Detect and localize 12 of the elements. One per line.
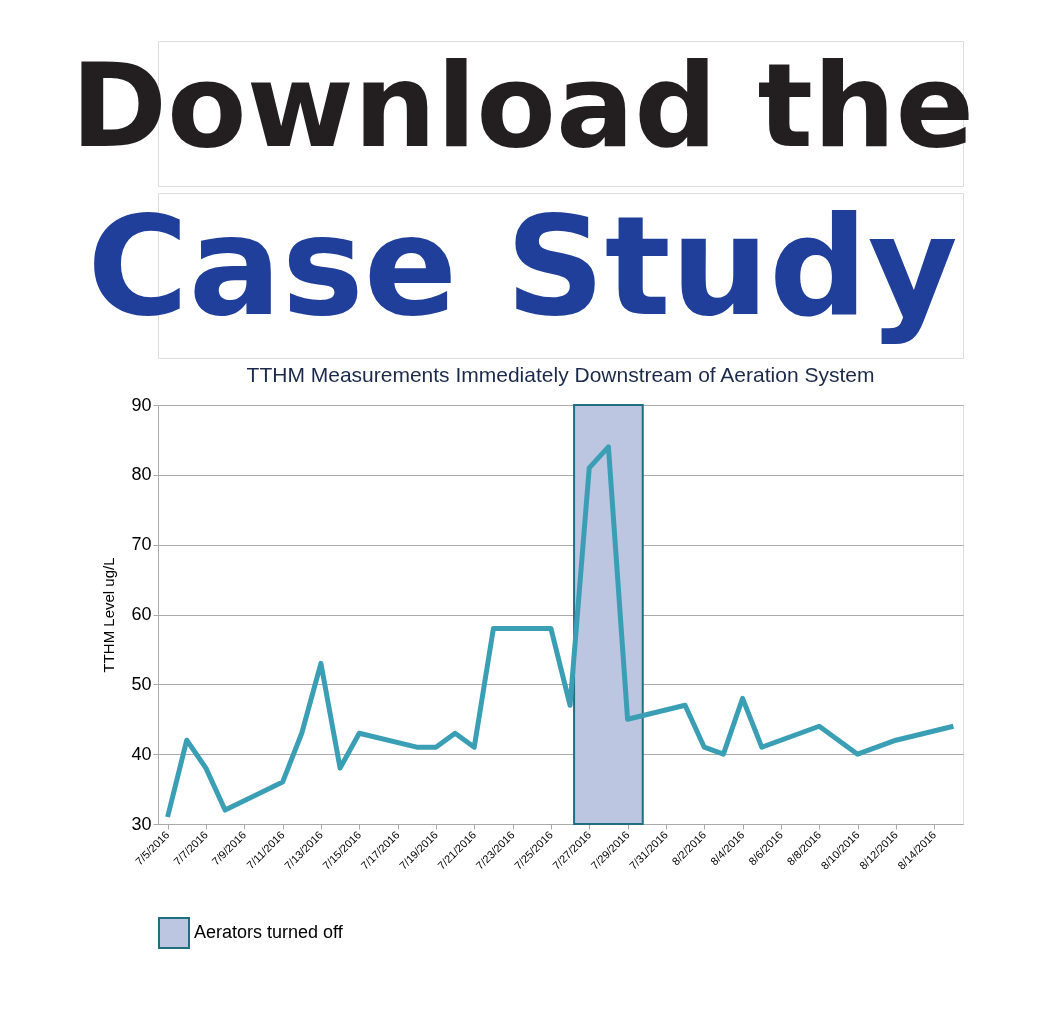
y-axis-title: TTHM Level ug/L [100,557,118,673]
text: Case Study [87,186,958,347]
y-tick-label: 30 [131,813,152,834]
y-tick-label: 60 [131,604,152,624]
y-tick-label: 90 [131,394,152,415]
y-tick-label: 40 [131,743,152,764]
text: Download the [70,38,975,173]
legend-label: Aerators turned off [194,922,344,942]
y-tick-label: 70 [131,534,152,555]
chart-title: TTHM Measurements Immediately Downstream of Aeration System [246,363,875,386]
y-tick-label: 50 [131,673,152,694]
y-tick-label: 80 [131,464,152,485]
